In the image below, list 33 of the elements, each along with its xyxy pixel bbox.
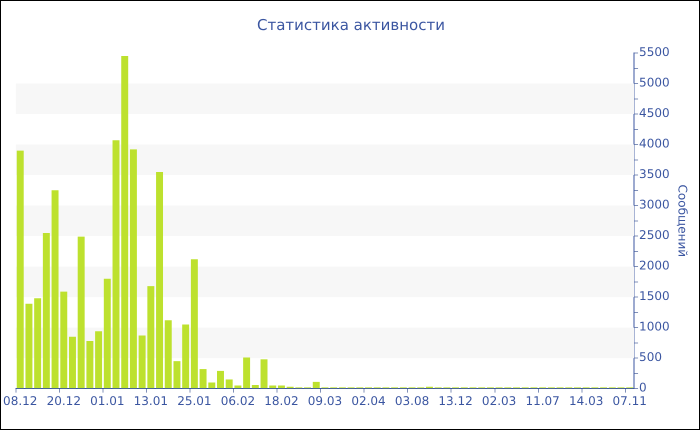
chart-title: Статистика активности — [257, 16, 445, 34]
y-tick-label: 1000 — [639, 320, 670, 334]
y-tick-label: 3000 — [639, 198, 670, 212]
x-tick-label: 11.07 — [525, 394, 560, 408]
x-tick-label: 25.01 — [177, 394, 212, 408]
y-tick-label: 0 — [639, 380, 647, 395]
y-tick-label: 2000 — [639, 258, 670, 273]
x-tick-label: 02.03 — [482, 394, 516, 408]
y-tick-label: 4000 — [639, 136, 670, 151]
x-tick-label: 09.03 — [308, 394, 342, 408]
y-tick-label: 2500 — [639, 228, 670, 242]
y-tick-label: 3500 — [639, 167, 670, 182]
bar — [164, 320, 172, 388]
x-tick-label: 08.12 — [3, 394, 38, 408]
x-tick-label: 03.08 — [394, 394, 430, 408]
bar — [60, 292, 68, 388]
y-tick-label: 4500 — [639, 106, 670, 120]
y-tick-label: 5000 — [639, 76, 670, 90]
x-tick-label: 13.01 — [134, 394, 168, 408]
x-tick-label: 20.12 — [46, 394, 81, 408]
bar — [312, 382, 320, 388]
x-tick-label: 14.03 — [568, 394, 604, 408]
x-tick-label: 01.01 — [90, 394, 124, 408]
bar — [16, 150, 24, 388]
x-tick-label: 02.04 — [351, 394, 386, 408]
x-tick-label: 13.12 — [438, 394, 473, 408]
x-tick-label: 18.02 — [264, 394, 299, 408]
y-tick-label: 5500 — [639, 45, 670, 60]
y-axis-title: Сообщений — [676, 184, 690, 258]
y-tick-label: 1500 — [639, 289, 670, 304]
x-tick-label: 06.02 — [220, 394, 256, 408]
x-tick-label: 07.11 — [612, 394, 647, 408]
y-tick-label: 500 — [639, 350, 662, 364]
